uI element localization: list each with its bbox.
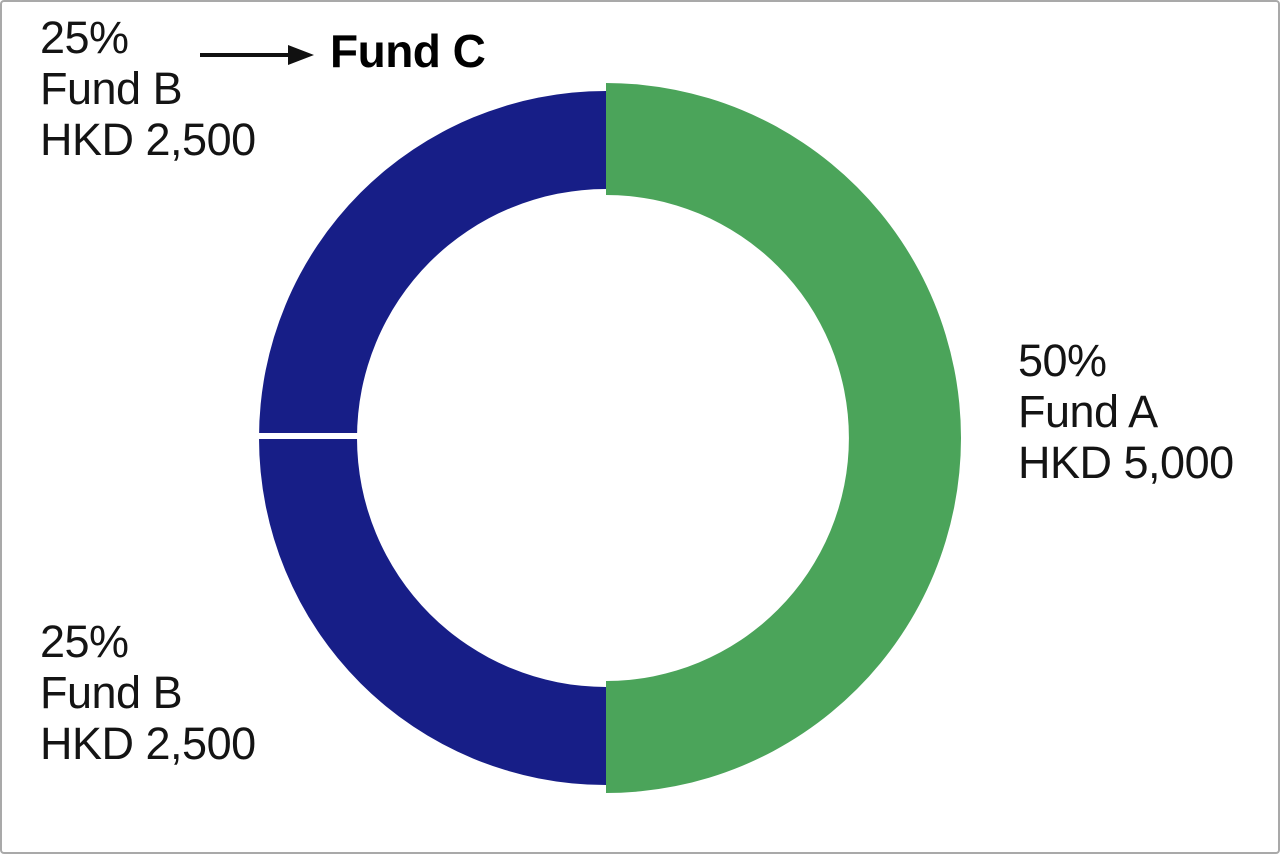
label-top-left-segment: 25% Fund B HKD 2,500 bbox=[40, 12, 256, 165]
label-right-fund: Fund A bbox=[1018, 386, 1158, 437]
segment-divider bbox=[257, 433, 359, 439]
annotation-fund-c: Fund C bbox=[330, 25, 486, 77]
label-right-percent: 50% bbox=[1018, 335, 1107, 386]
annotation-arrow-head bbox=[288, 45, 314, 65]
donut-segment-fund-a-0 bbox=[606, 83, 961, 793]
label-bottom-left-fund: Fund B bbox=[40, 667, 183, 718]
label-bottom-left-segment: 25% Fund B HKD 2,500 bbox=[40, 616, 256, 769]
label-right-amount: HKD 5,000 bbox=[1018, 437, 1234, 488]
label-top-left-amount: HKD 2,500 bbox=[40, 114, 256, 165]
label-bottom-left-amount: HKD 2,500 bbox=[40, 718, 256, 769]
label-top-left-fund: Fund B bbox=[40, 63, 183, 114]
annotation-arrow-icon bbox=[200, 45, 314, 65]
donut-segment-fund-b-2 bbox=[259, 91, 606, 438]
donut-segment-fund-b-1 bbox=[259, 438, 606, 785]
label-bottom-left-percent: 25% bbox=[40, 616, 129, 667]
label-top-left-percent: 25% bbox=[40, 12, 129, 63]
label-right-segment: 50% Fund A HKD 5,000 bbox=[1018, 335, 1234, 488]
